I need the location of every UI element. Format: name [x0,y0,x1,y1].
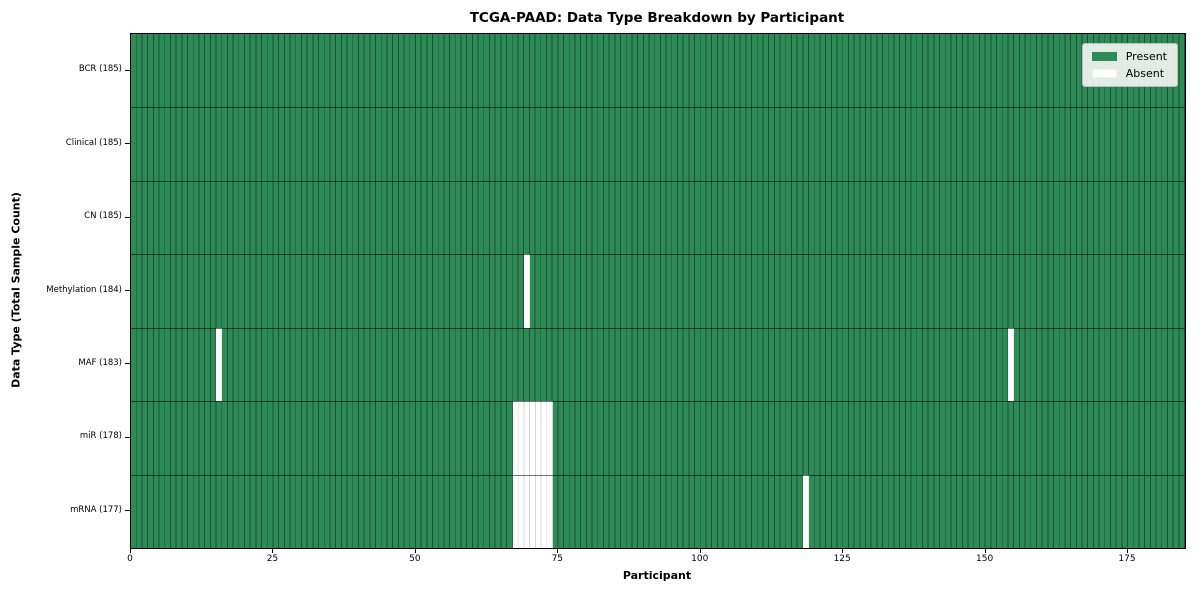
x-tick-mark [130,548,131,553]
x-tick-mark [1127,548,1129,553]
heatmap-row-BCR [131,34,1185,108]
x-tick-label: 125 [833,554,851,564]
heatmap-row-CN [131,180,1185,255]
x-tick-mark [414,548,416,553]
x-tick-mark [272,548,274,553]
x-tick-mark [984,548,986,553]
y-tick-mark [125,510,130,512]
heatmap-row-miR [131,401,1185,475]
row-divider [131,254,1185,256]
absent-cells-mRNA [512,474,553,548]
x-tick-label: 150 [976,554,994,564]
x-tick-label: 100 [691,554,709,564]
row-divider [131,401,1185,403]
y-tick-label: Clinical (185) [65,137,122,148]
absent-cells-MAF [1008,327,1015,402]
absent-cells-MAF [216,327,223,402]
y-tick-label: Methylation (184) [46,284,122,295]
x-tick-mark [842,548,844,553]
absent-cells-miR [512,401,553,475]
x-tick-label: 50 [409,554,421,564]
x-tick-label: 175 [1118,554,1136,564]
row-divider [131,107,1185,109]
x-tick-label: 75 [551,554,564,564]
x-tick-label: 25 [266,554,279,564]
absent-cells-mRNA [803,474,809,548]
legend-entry-absent: Absent [1091,67,1167,80]
y-tick-label: BCR (185) [78,64,122,75]
y-tick-mark [125,290,130,291]
x-tick-mark [699,548,701,553]
legend-label-present: Present [1125,50,1167,63]
row-divider [131,474,1185,476]
heatmap-row-MAF [131,327,1185,402]
heatmap-row-mRNA [131,474,1185,548]
legend: Present Absent [1081,43,1178,87]
legend-label-absent: Absent [1125,67,1165,80]
y-tick-label: CN (185) [84,211,122,222]
y-tick-label: mRNA (177) [70,504,122,515]
row-divider [131,180,1185,182]
x-tick-label: 0 [127,554,133,564]
y-tick-label: miR (178) [79,431,122,442]
y-tick-mark [125,363,130,365]
x-axis-title: Participant [622,569,692,582]
absent-cells-Methylation [524,254,530,328]
heatmap-row-Clinical [131,107,1185,181]
heatmap-plot-area: Present Absent [130,33,1186,549]
chart-title: TCGA-PAAD: Data Type Breakdown by Partic… [469,10,845,26]
present-swatch-icon [1091,52,1117,61]
y-tick-mark [125,143,130,145]
heatmap-row-Methylation [131,254,1185,328]
legend-entry-present: Present [1091,50,1167,63]
y-tick-mark [125,216,130,218]
heatmap-rows [131,34,1185,548]
y-tick-mark [125,436,130,438]
row-divider [131,327,1185,329]
x-tick-mark [557,548,559,553]
y-tick-label: MAF (183) [78,357,122,368]
absent-swatch-icon [1091,69,1117,78]
y-tick-mark [125,69,130,71]
